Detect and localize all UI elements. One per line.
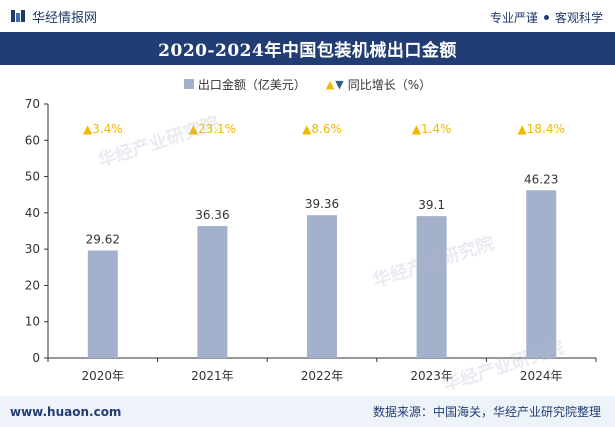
logo: 华经情报网 xyxy=(10,7,98,26)
y-tick-label: 70 xyxy=(25,97,40,111)
bar xyxy=(526,190,557,358)
y-tick-label: 20 xyxy=(25,278,40,292)
top-bar: 华经情报网 专业严谨 客观科学 xyxy=(0,0,615,32)
tagline-right: 客观科学 xyxy=(554,11,603,25)
legend: 出口金额（亿美元） ▲ ▼ 同比增长（%） xyxy=(0,74,615,94)
growth-label: ▲8.6% xyxy=(302,122,342,136)
legend-label-export: 出口金额（亿美元） xyxy=(197,77,306,92)
tagline: 专业严谨 客观科学 xyxy=(490,9,603,26)
bar xyxy=(87,250,118,358)
legend-swatch xyxy=(183,79,194,89)
bar xyxy=(197,226,228,358)
legend-item-growth: ▲ ▼ 同比增长（%） xyxy=(326,76,431,93)
bar-value-label: 46.23 xyxy=(524,172,558,186)
triangle-up-icon: ▲ xyxy=(325,77,335,91)
logo-icon xyxy=(11,10,25,22)
y-tick-label: 50 xyxy=(25,170,40,184)
growth-label: ▲23.1% xyxy=(189,122,236,136)
legend-label-growth: 同比增长（%） xyxy=(347,77,432,92)
logo-text: 华经情报网 xyxy=(32,10,98,26)
x-tick-label: 2024年 xyxy=(520,369,563,383)
y-tick-label: 60 xyxy=(25,133,40,147)
triangle-down-icon: ▼ xyxy=(335,77,344,91)
x-tick-label: 2021年 xyxy=(191,369,234,383)
bar-value-label: 36.36 xyxy=(195,208,229,222)
dot-icon xyxy=(543,15,549,20)
footer-source: 数据来源：中国海关，华经产业研究院整理 xyxy=(372,405,601,419)
y-tick-label: 0 xyxy=(32,351,40,365)
growth-label: ▲3.4% xyxy=(83,122,123,136)
x-tick-label: 2023年 xyxy=(410,369,453,383)
bar xyxy=(307,215,337,358)
footer: www.huaon.com 数据来源：中国海关，华经产业研究院整理 xyxy=(0,396,615,427)
footer-url: www.huaon.com xyxy=(10,404,122,419)
title-bar: 2020-2024年中国包装机械出口金额 xyxy=(0,32,615,65)
tagline-left: 专业严谨 xyxy=(489,11,538,25)
y-tick-label: 10 xyxy=(25,315,40,329)
y-tick-label: 30 xyxy=(25,242,40,256)
y-tick-label: 40 xyxy=(25,206,40,220)
x-tick-label: 2022年 xyxy=(301,369,344,383)
bar-value-label: 39.1 xyxy=(418,198,445,212)
bar xyxy=(416,216,447,358)
growth-label: ▲1.4% xyxy=(412,122,452,136)
legend-item-export: 出口金额（亿美元） xyxy=(183,76,306,93)
bar-chart: 0 10 20 30 40 50 60 70 29.62 2020年 ▲3.4% 36.36 2021年… xyxy=(25,97,597,383)
growth-label: ▲18.4% xyxy=(518,122,565,136)
x-tick-label: 2020年 xyxy=(82,369,125,383)
bar-value-label: 39.36 xyxy=(305,197,339,211)
chart-title: 2020-2024年中国包装机械出口金额 xyxy=(158,41,457,61)
bar-value-label: 29.62 xyxy=(86,233,120,247)
